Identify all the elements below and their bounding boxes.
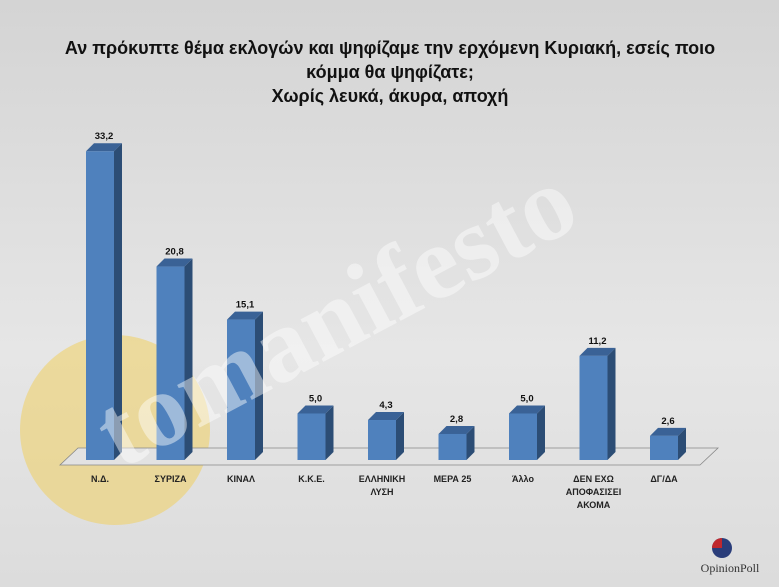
x-tick-label: ΜΕΡΑ 25 [433, 474, 472, 484]
x-tick-label: ΔΓ/ΔΑ [650, 474, 678, 484]
bar-side [466, 425, 475, 460]
x-tick-label: ΔΕΝ ΕΧΩ ΑΠΟΦΑΣΙΣΕΙ ΑΚΟΜΑ [565, 474, 622, 510]
value-label: 15,1 [236, 300, 255, 311]
bar [579, 355, 608, 460]
bar-top [368, 412, 404, 421]
bar-side [255, 311, 263, 460]
value-label: 33,2 [95, 131, 114, 142]
bar [86, 151, 114, 461]
value-label: 5,0 [520, 394, 533, 405]
bar-top [156, 258, 193, 267]
bar-top [86, 143, 122, 152]
bar [438, 433, 467, 460]
chart-title: Αν πρόκυπτε θέμα εκλογών και ψηφίζαμε τη… [64, 38, 716, 82]
x-tick-label: Ν.Δ. [91, 474, 109, 484]
bar [156, 266, 185, 460]
value-label: 2,8 [450, 414, 463, 425]
value-label: 11,2 [589, 336, 607, 347]
bar-top [509, 405, 545, 414]
logo-text: OpinionPoll [701, 561, 760, 575]
logo-icon-part [712, 538, 722, 548]
chart-subtitle: Χωρίς λευκά, άκυρα, αποχή [271, 86, 509, 106]
bar-side [537, 405, 545, 460]
bar-side [607, 347, 616, 460]
bar-top [227, 311, 263, 320]
value-label: 20,8 [165, 247, 184, 258]
value-label: 5,0 [309, 394, 322, 405]
value-label: 4,3 [379, 400, 392, 411]
bar [297, 413, 326, 460]
title-block: Αν πρόκυπτε θέμα εκλογών και ψηφίζαμε τη… [50, 36, 730, 108]
value-label: 2,6 [661, 416, 674, 427]
x-tick-label: ΚΙΝΑΛ [226, 474, 255, 484]
bar-side [114, 143, 122, 461]
x-tick-label: ΕΛΛΗΝΙΚΗ ΛΥΣΗ [358, 474, 406, 497]
bar-side [678, 427, 686, 460]
bar [509, 413, 537, 460]
x-tick-label: Άλλο [512, 474, 534, 484]
bar-side [184, 258, 193, 460]
bar-top [579, 347, 616, 356]
bar-top [438, 425, 475, 434]
bar-top [650, 427, 686, 436]
bar [227, 319, 255, 460]
bar-top [297, 405, 334, 414]
x-tick-label: ΣΥΡΙΖΑ [154, 474, 187, 484]
bar-side [396, 412, 404, 460]
bar-side [325, 405, 334, 460]
bar [650, 435, 678, 460]
bar [368, 420, 396, 460]
x-tick-label: Κ.Κ.Ε. [298, 474, 325, 484]
